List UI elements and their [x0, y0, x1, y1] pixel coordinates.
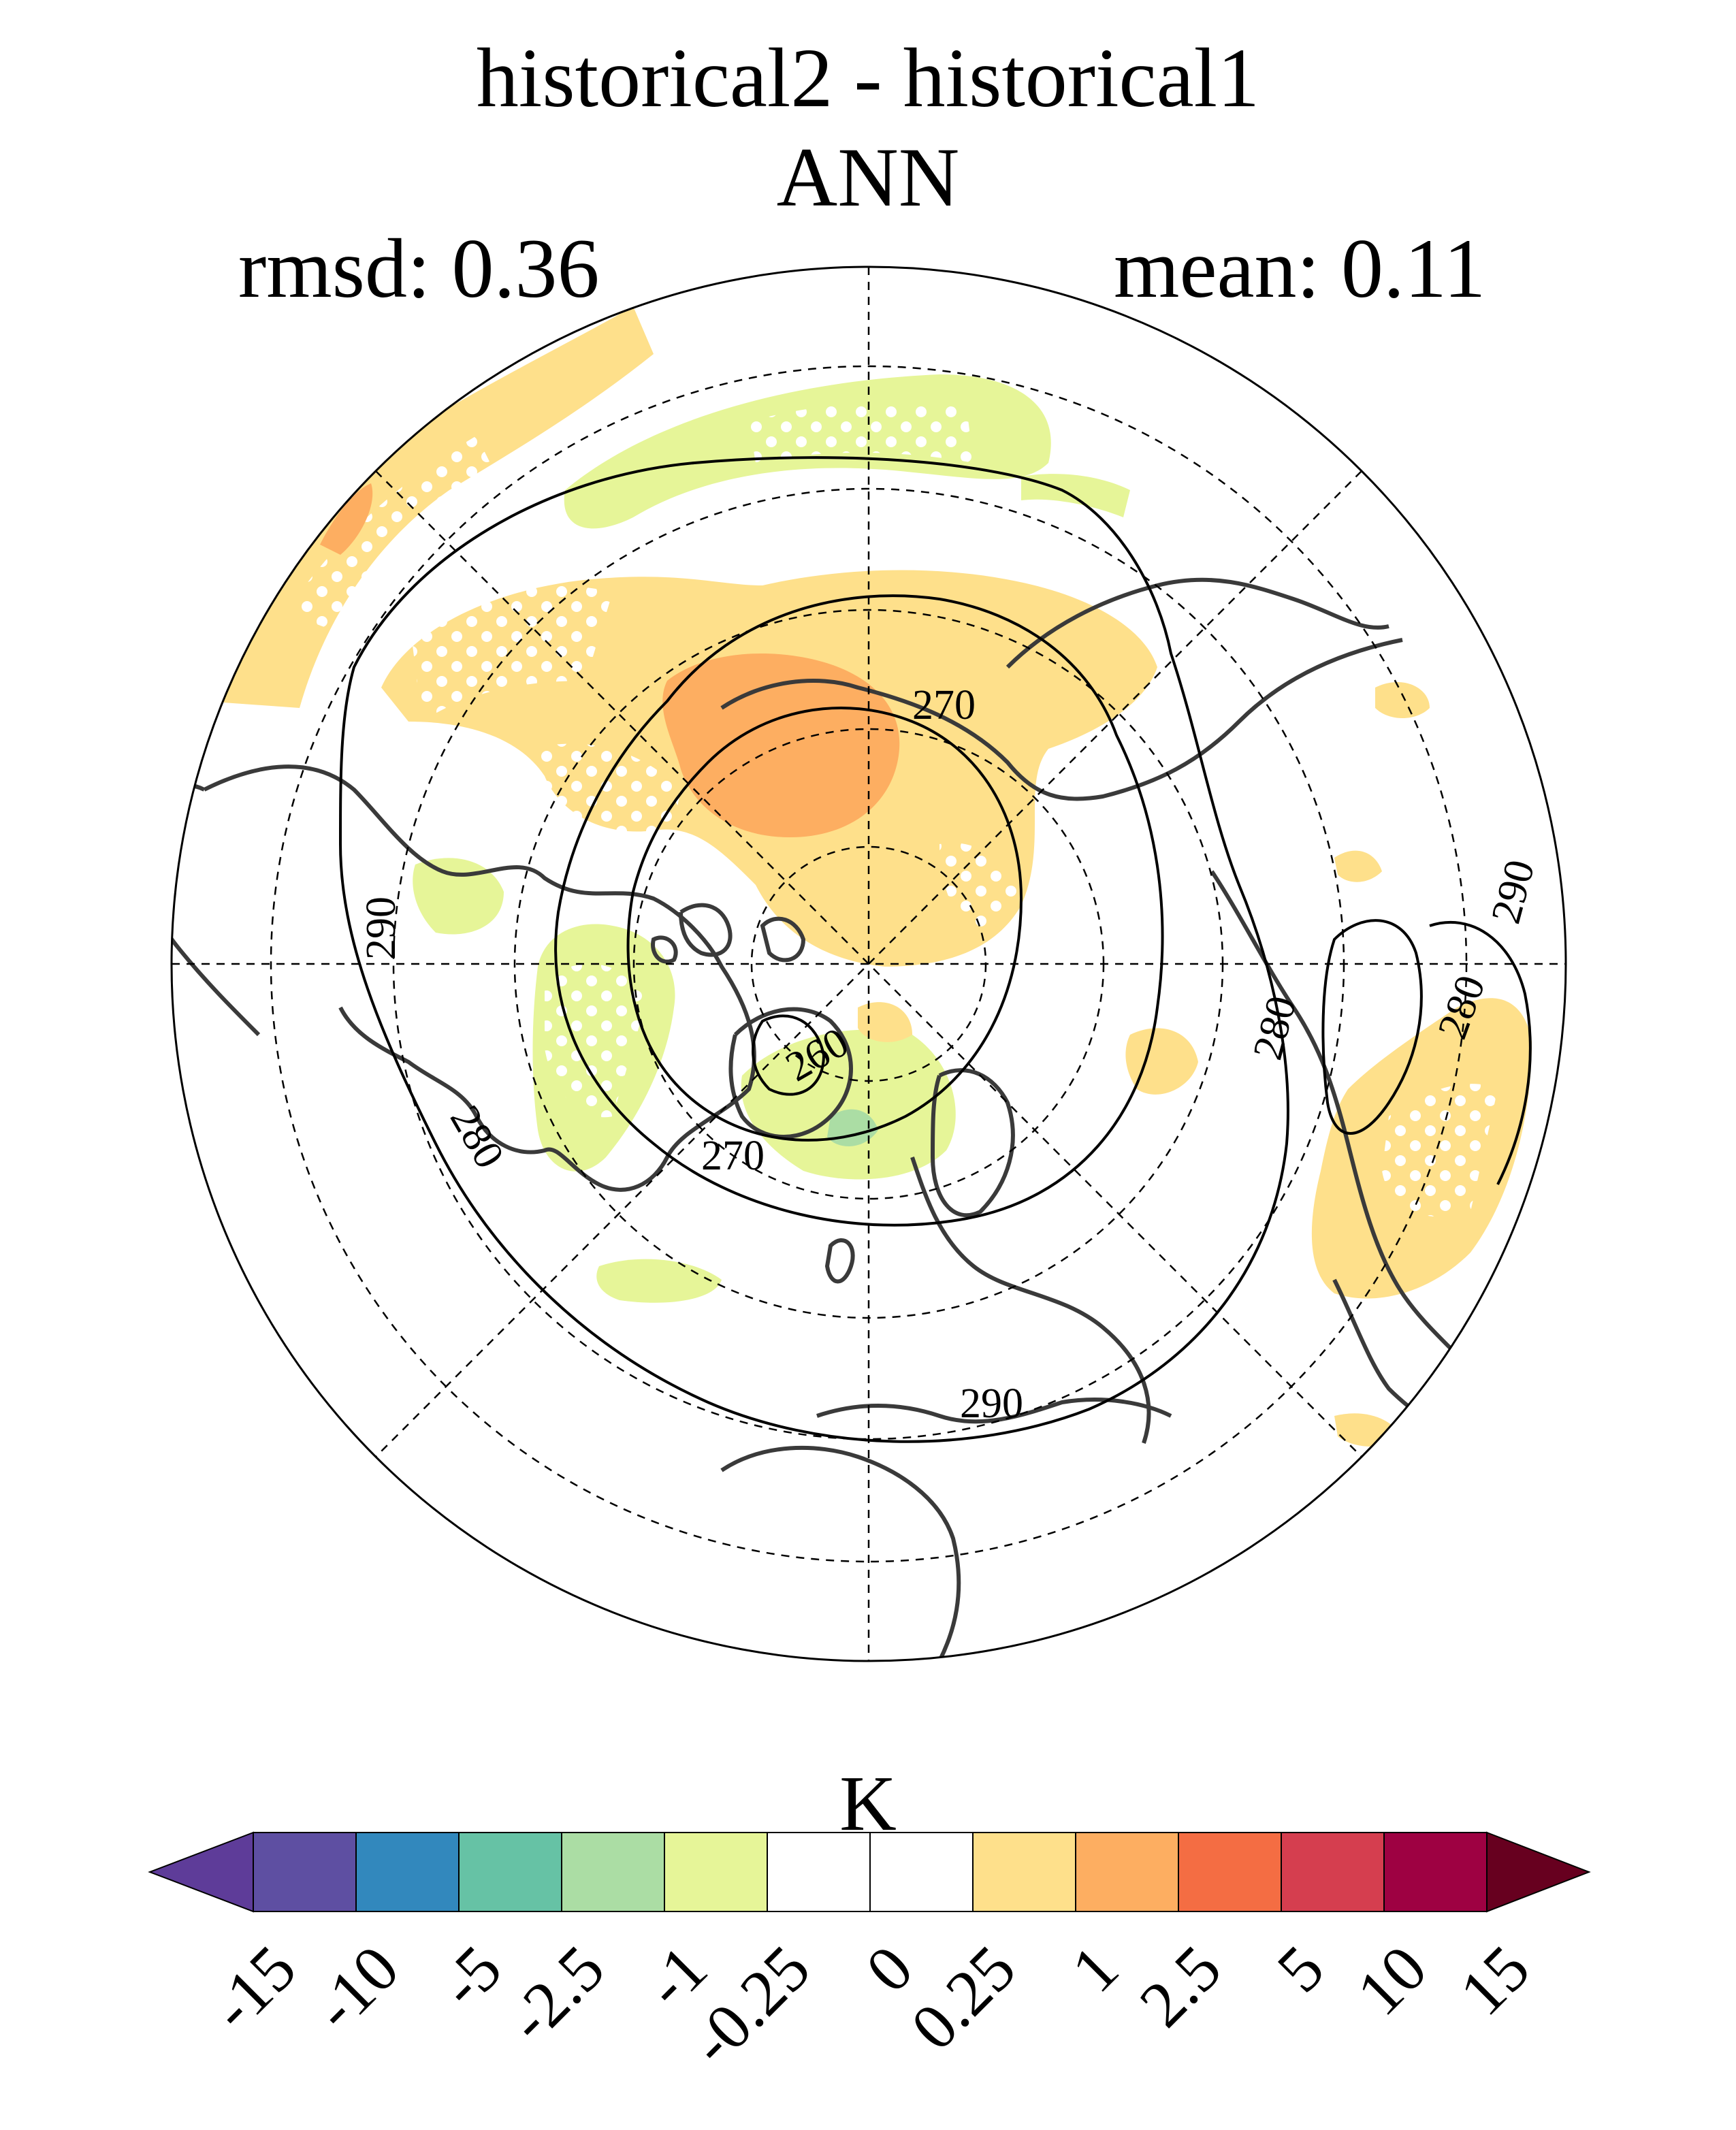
colorbar-box	[253, 1832, 357, 1912]
coast-chukotka	[1006, 577, 1389, 669]
contour-label: 270	[701, 1133, 765, 1179]
colorbar-box	[1281, 1832, 1385, 1912]
warm-region-small-1	[1334, 850, 1382, 882]
shaded-field	[204, 306, 1532, 1447]
coast-alaska	[172, 783, 261, 1037]
colorbar-box	[561, 1832, 665, 1912]
coast-africa	[720, 1445, 961, 1661]
colorbar-box	[458, 1832, 562, 1912]
coast-arctic-islands	[651, 903, 806, 964]
warm-region-asia-south	[1334, 1413, 1402, 1447]
warm-stipple-arctic	[531, 743, 681, 858]
colorbar	[148, 1831, 1591, 1913]
colorbar-tick-label: 2.5	[1125, 1931, 1235, 2041]
contour-label: 290	[1483, 855, 1544, 928]
graticule	[172, 267, 1566, 1661]
colorbar-box	[869, 1832, 974, 1912]
colorbar-tick-label: 10	[1343, 1931, 1441, 2029]
colorbar-tick-label: -0.25	[675, 1931, 824, 2080]
coast-europe	[910, 1157, 1151, 1444]
colorbar-box	[355, 1832, 460, 1912]
warm-region-small-2	[1375, 681, 1430, 718]
warm-stipple-asia	[1382, 1084, 1498, 1217]
contour-label: 280	[441, 1098, 513, 1176]
contour-270	[626, 707, 1023, 1142]
season-label: ANN	[776, 131, 960, 224]
figure-title: historical2 - historical1	[476, 31, 1260, 125]
cool-region-atlantic	[596, 1259, 722, 1303]
warm-region-small-3	[858, 1002, 912, 1042]
rmsd-label: rmsd: 0.36	[238, 222, 600, 315]
colorbar-tick-label: 0.25	[897, 1931, 1029, 2064]
colorbar-box	[1383, 1832, 1488, 1912]
colorbar-box	[1075, 1832, 1179, 1912]
coast-mediterranean	[816, 1398, 1172, 1424]
warm-stipple-siberia	[408, 585, 613, 722]
warm-stipple-east	[939, 843, 1021, 939]
colorbar-tick-label: 15	[1445, 1931, 1543, 2029]
map-boundary	[170, 265, 1567, 1662]
colorbar-box	[664, 1832, 768, 1912]
contour-label: 290	[960, 1381, 1023, 1427]
contour-260	[752, 1014, 826, 1096]
colorbar-extend-low	[148, 1831, 254, 1913]
colorbar-tick-label: 1	[1057, 1931, 1132, 2006]
orange-spot-pacific	[320, 483, 373, 555]
contour-label: 280	[1244, 991, 1306, 1064]
colorbar-tick-label: -15	[196, 1931, 310, 2045]
colorbar-tick-label: 5	[1263, 1931, 1338, 2006]
contour-label: 290	[358, 897, 404, 960]
colorbar-unit: K	[839, 1760, 897, 1847]
warm-stipple-pacific	[286, 436, 497, 633]
coast-greenland	[728, 1007, 853, 1139]
coast-scandinavia	[930, 1068, 1015, 1218]
contours	[338, 456, 1532, 1443]
cool-region-greenland	[741, 1029, 956, 1180]
colorbar-tick-label: -10	[299, 1931, 413, 2045]
contour-asia-280	[1321, 919, 1423, 1135]
colorbar-tick-label: -2.5	[493, 1931, 618, 2056]
colorbar-box	[1178, 1832, 1282, 1912]
mean-label: mean: 0.11	[1114, 222, 1486, 315]
cool-stipple-canada	[545, 964, 647, 1118]
warm-region-central-asia	[1125, 1028, 1198, 1095]
cool-region-alaska	[413, 858, 504, 935]
contour-label: 270	[912, 682, 976, 728]
colorbar-box	[767, 1832, 871, 1912]
polar-map: 270 290 280 260 270 280 290 280 290	[170, 265, 1567, 1662]
contour-asia-290	[1429, 921, 1532, 1185]
orange-region-arctic	[662, 653, 900, 837]
coast-siberia	[720, 638, 1403, 801]
cool-stipple-north-pacific	[749, 402, 974, 463]
colorbar-box	[972, 1832, 1076, 1912]
contour-280	[554, 594, 1164, 1227]
contour-290-outer	[338, 456, 1289, 1443]
coast-british-isles	[824, 1238, 855, 1284]
colorbar-extend-high	[1486, 1831, 1591, 1913]
